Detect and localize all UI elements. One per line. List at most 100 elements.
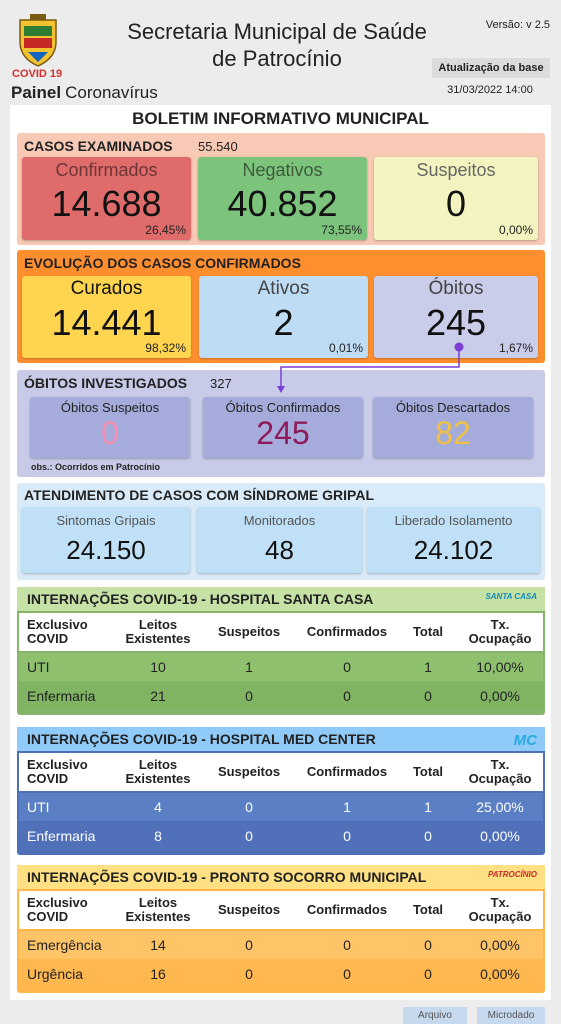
stat-box: Suspeitos 0 0,00% bbox=[374, 157, 538, 240]
table-cell: 0 bbox=[245, 966, 253, 982]
column-header-line: Ocupação bbox=[468, 771, 532, 786]
hospital-section: INTERNAÇÕES COVID-19 - HOSPITAL MED CENT… bbox=[17, 727, 545, 855]
stat-value: 14.441 bbox=[51, 302, 162, 343]
column-header: Exclusivo COVID bbox=[27, 613, 117, 651]
column-header-line: Tx. bbox=[490, 895, 510, 910]
column-header-line: Existentes bbox=[125, 909, 191, 924]
stat-box: Sintomas Gripais 24.150 bbox=[22, 507, 190, 573]
stat-label: Sintomas Gripais bbox=[56, 513, 156, 528]
stat-percent: 0,00% bbox=[498, 223, 533, 237]
stat-value: 24.150 bbox=[66, 535, 146, 565]
table-row: UTI 10 1 0 1 10,00% bbox=[19, 653, 543, 681]
column-header-line: Leitos bbox=[138, 757, 178, 772]
stat-box: Confirmados 14.688 26,45% bbox=[22, 157, 191, 240]
table-cell: Enfermaria bbox=[27, 688, 96, 704]
table-cell: 0 bbox=[424, 937, 432, 953]
stat-value: 245 bbox=[425, 302, 487, 343]
panel-bold: Painel bbox=[11, 83, 62, 102]
column-header-line: Total bbox=[412, 764, 444, 779]
hospital-section: INTERNAÇÕES COVID-19 - HOSPITAL SANTA CA… bbox=[17, 587, 545, 715]
column-header: Leitos Existentes bbox=[108, 753, 208, 791]
column-header: Confirmados bbox=[297, 613, 397, 651]
stat-value: 245 bbox=[256, 415, 310, 451]
stat-box: Monitorados 48 bbox=[197, 507, 362, 573]
section-title: ÓBITOS INVESTIGADOS bbox=[24, 375, 188, 391]
section-title: EVOLUÇÃO DOS CASOS CONFIRMADOS bbox=[24, 255, 301, 271]
column-header-line: Suspeitos bbox=[217, 764, 281, 779]
table-cell: 1 bbox=[343, 799, 351, 815]
table-cell: 0 bbox=[343, 688, 351, 704]
column-header-line: Ocupação bbox=[468, 909, 532, 924]
bulletin-title: BOLETIM INFORMATIVO MUNICIPAL bbox=[132, 109, 429, 128]
footer-button[interactable]: Microdado bbox=[477, 1007, 545, 1024]
column-header: Tx. Ocupação bbox=[450, 891, 550, 929]
table-cell: 10 bbox=[150, 659, 166, 675]
stat-box: Óbitos Descartados 82 bbox=[373, 397, 533, 458]
section-title: CASOS EXAMINADOS bbox=[24, 138, 173, 154]
table-row: Emergência 14 0 0 0 0,00% bbox=[19, 931, 543, 959]
column-header: Total bbox=[378, 613, 478, 651]
column-header-line: Suspeitos bbox=[217, 624, 281, 639]
column-header: Suspeitos bbox=[199, 613, 299, 651]
column-header-line: Confirmados bbox=[306, 764, 388, 779]
table-title: INTERNAÇÕES COVID-19 - PRONTO SOCORRO MU… bbox=[27, 869, 427, 885]
stat-value: 2 bbox=[273, 302, 294, 343]
column-header-line: Tx. bbox=[490, 617, 510, 632]
stat-percent: 0,01% bbox=[328, 341, 363, 355]
column-header: Leitos Existentes bbox=[108, 891, 208, 929]
stat-percent: 26,45% bbox=[145, 223, 186, 237]
stat-percent: 1,67% bbox=[498, 341, 533, 355]
note: obs.: Ocorridos em Patrocínio bbox=[31, 462, 161, 472]
stat-box: Óbitos 245 1,67% bbox=[374, 276, 538, 358]
table-cell: 0 bbox=[343, 966, 351, 982]
column-header-line: Suspeitos bbox=[217, 902, 281, 917]
table-cell: Emergência bbox=[27, 937, 102, 953]
column-header-line: Confirmados bbox=[306, 624, 388, 639]
section-total: 55.540 bbox=[198, 139, 238, 154]
stat-value: 0 bbox=[445, 183, 467, 224]
column-header-line: Leitos bbox=[138, 617, 178, 632]
table-cell: 1 bbox=[424, 659, 432, 675]
column-header: Confirmados bbox=[297, 891, 397, 929]
table-cell: 0 bbox=[343, 828, 351, 844]
page-title-1: Secretaria Municipal de Saúde bbox=[127, 19, 427, 44]
stat-box: Ativos 2 0,01% bbox=[199, 276, 368, 358]
stat-box: Óbitos Suspeitos 0 bbox=[30, 397, 190, 458]
column-header-line: Exclusivo bbox=[27, 617, 88, 632]
column-header-line: COVID bbox=[27, 909, 69, 924]
column-header: Total bbox=[378, 753, 478, 791]
flu-syndrome: ATENDIMENTO DE CASOS COM SÍNDROME GRIPAL… bbox=[17, 483, 545, 580]
column-header: Suspeitos bbox=[199, 891, 299, 929]
column-header: Confirmados bbox=[297, 753, 397, 791]
stat-percent: 73,55% bbox=[321, 223, 362, 237]
column-header-line: Exclusivo bbox=[27, 895, 88, 910]
table-cell: UTI bbox=[27, 659, 50, 675]
datetime: 31/03/2022 14:00 bbox=[447, 84, 533, 96]
table-cell: UTI bbox=[27, 799, 50, 815]
table-cell: 0,00% bbox=[480, 937, 520, 953]
stat-label: Negativos bbox=[242, 160, 323, 180]
table-title: INTERNAÇÕES COVID-19 - HOSPITAL MED CENT… bbox=[27, 731, 376, 747]
footer-button[interactable]: Arquivo bbox=[403, 1007, 467, 1024]
stat-label: Confirmados bbox=[55, 160, 158, 180]
table-cell: 14 bbox=[150, 937, 166, 953]
column-header: Leitos Existentes bbox=[108, 613, 208, 651]
stat-label: Óbitos bbox=[428, 278, 484, 299]
stat-label: Óbitos Confirmados bbox=[225, 400, 341, 415]
table-title: INTERNAÇÕES COVID-19 - HOSPITAL SANTA CA… bbox=[27, 591, 374, 607]
panel-title: Painel Coronavírus bbox=[11, 83, 158, 103]
update-button[interactable]: Atualização da base bbox=[432, 58, 550, 78]
column-header: Total bbox=[378, 891, 478, 929]
stat-value: 48 bbox=[265, 535, 294, 565]
table-cell: Urgência bbox=[27, 966, 84, 982]
city-logo bbox=[19, 14, 57, 67]
column-header-line: Total bbox=[412, 624, 444, 639]
hospital-logo: PATROCÍNIO bbox=[487, 870, 537, 879]
table-cell: 25,00% bbox=[476, 799, 524, 815]
column-header-line: Ocupação bbox=[468, 631, 532, 646]
page-title-2: de Patrocínio bbox=[212, 46, 342, 71]
column-header-line: Tx. bbox=[490, 757, 510, 772]
stat-box: Liberado Isolamento 24.102 bbox=[367, 507, 540, 573]
hospital-logo: MC bbox=[513, 732, 537, 749]
